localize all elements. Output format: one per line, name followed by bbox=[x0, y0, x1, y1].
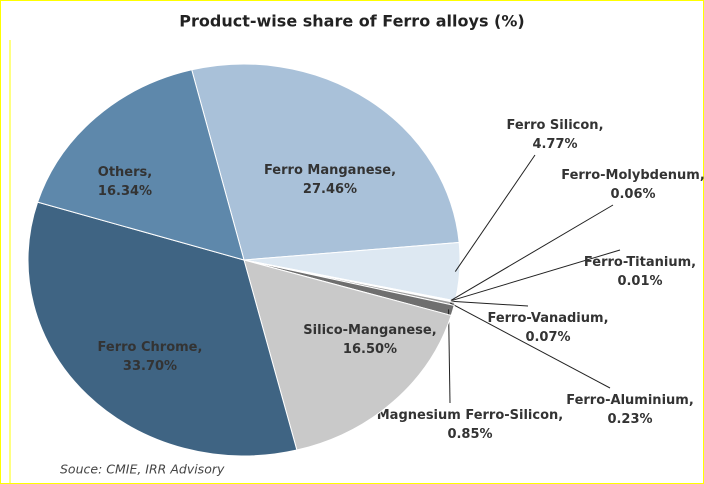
label-category: Ferro Silicon bbox=[506, 118, 598, 133]
pie-slice bbox=[191, 63, 460, 261]
label-category: Ferro-Titanium bbox=[584, 255, 691, 270]
data-label: Ferro Silicon, 4.77% bbox=[506, 118, 603, 152]
data-label: Magnesium Ferro-Silicon, 0.85% bbox=[377, 408, 564, 442]
label-separator: , bbox=[691, 255, 696, 270]
label-separator: , bbox=[689, 393, 694, 408]
label-value: 33.70% bbox=[123, 359, 177, 374]
label-value: 27.46% bbox=[303, 182, 357, 197]
data-label: Ferro-Molybdenum, 0.06% bbox=[561, 168, 704, 202]
label-category: Silico-Manganese bbox=[303, 323, 432, 338]
label-category: Ferro-Molybdenum bbox=[561, 168, 700, 183]
pie-slice bbox=[243, 259, 452, 451]
leader-line bbox=[454, 154, 536, 272]
leader-line bbox=[450, 204, 614, 301]
label-value: 0.07% bbox=[525, 330, 570, 345]
label-value: 0.01% bbox=[617, 274, 662, 289]
label-category: Ferro Manganese bbox=[264, 163, 391, 178]
leader-line bbox=[450, 302, 611, 389]
source: Souce: CMIE, IRR Advisory bbox=[60, 462, 225, 477]
label-separator: , bbox=[432, 323, 437, 338]
data-label: Ferro Manganese, 27.46% bbox=[264, 163, 396, 197]
label-category: Ferro-Aluminium bbox=[566, 393, 689, 408]
label-category: Ferro-Vanadium bbox=[487, 311, 603, 326]
label-separator: , bbox=[558, 408, 563, 423]
label-value: 16.50% bbox=[343, 342, 397, 357]
data-label: Ferro-Titanium, 0.01% bbox=[584, 255, 696, 289]
label-category: Magnesium Ferro-Silicon bbox=[377, 408, 559, 423]
label-value: 16.34% bbox=[98, 184, 152, 199]
label-separator: , bbox=[700, 168, 704, 183]
chart-title: Product-wise share of Ferro alloys (%) bbox=[179, 12, 524, 31]
leader-line bbox=[450, 300, 529, 307]
label-separator: , bbox=[604, 311, 609, 326]
label-separator: , bbox=[391, 163, 396, 178]
data-label: Ferro-Aluminium, 0.23% bbox=[566, 393, 694, 427]
label-value: 0.85% bbox=[447, 427, 492, 442]
data-label: Ferro-Vanadium, 0.07% bbox=[487, 311, 608, 345]
label-value: 4.77% bbox=[532, 137, 577, 152]
label-value: 0.23% bbox=[607, 412, 652, 427]
data-label: Others, 16.34% bbox=[98, 165, 152, 199]
pie-slice bbox=[36, 69, 245, 261]
data-label: Silico-Manganese, 16.50% bbox=[303, 323, 436, 357]
leader-line bbox=[448, 309, 451, 404]
label-separator: , bbox=[599, 118, 604, 133]
leader-line bbox=[450, 249, 621, 302]
label-separator: , bbox=[147, 165, 152, 180]
label-separator: , bbox=[198, 340, 203, 355]
pie-slice bbox=[27, 201, 298, 457]
data-label: Ferro Chrome, 33.70% bbox=[98, 340, 203, 374]
label-category: Others bbox=[98, 165, 148, 180]
label-value: 0.06% bbox=[610, 187, 655, 202]
label-category: Ferro Chrome bbox=[98, 340, 198, 355]
